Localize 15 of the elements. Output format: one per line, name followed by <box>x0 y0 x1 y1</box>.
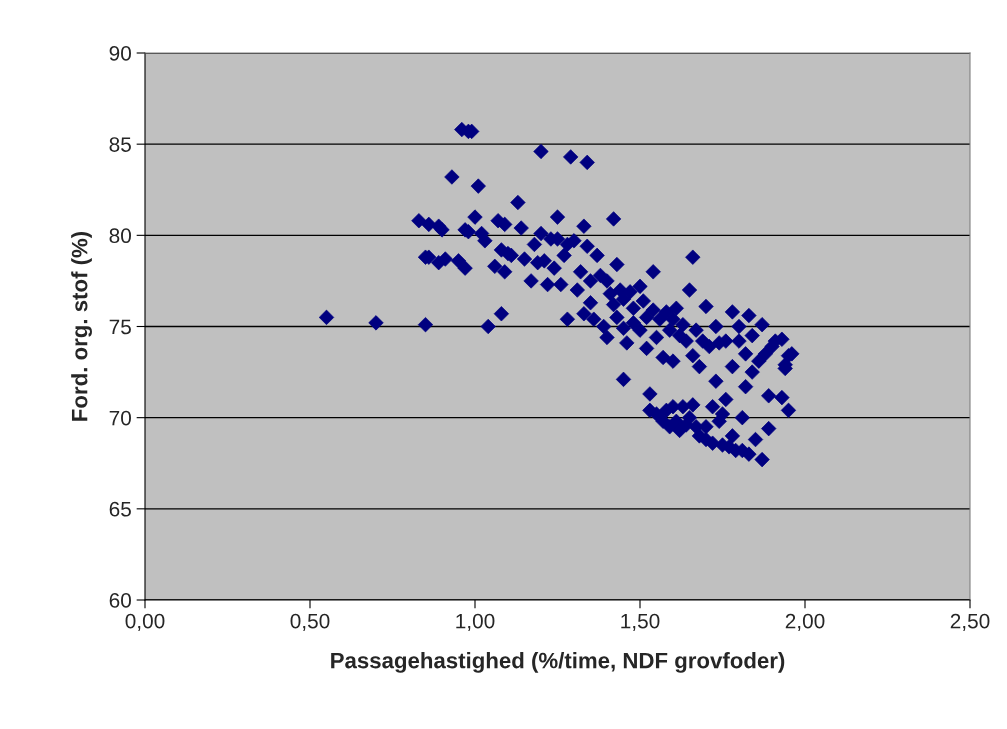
y-tick-label: 90 <box>109 46 131 61</box>
y-tick-label: 85 <box>109 137 131 152</box>
x-tick-label: 2,00 <box>785 613 825 631</box>
y-tick-label: 80 <box>109 228 131 244</box>
y-tick-label: 75 <box>109 319 131 335</box>
x-tick-label: 1,50 <box>621 613 660 631</box>
x-tick-label: 2,50 <box>950 613 990 631</box>
x-tick-label: 1,00 <box>456 613 495 631</box>
y-tick-label: 60 <box>109 593 131 608</box>
x-tick-label: 0,50 <box>290 613 330 631</box>
y-tick-label: 70 <box>109 410 131 426</box>
x-tick-label: 0,00 <box>125 613 165 631</box>
x-axis-title: Passagehastighed (%/time, NDF grovfoder) <box>331 652 785 673</box>
y-axis-title: Ford. org. stof (%) <box>71 231 92 421</box>
y-tick-label: 65 <box>109 501 131 517</box>
